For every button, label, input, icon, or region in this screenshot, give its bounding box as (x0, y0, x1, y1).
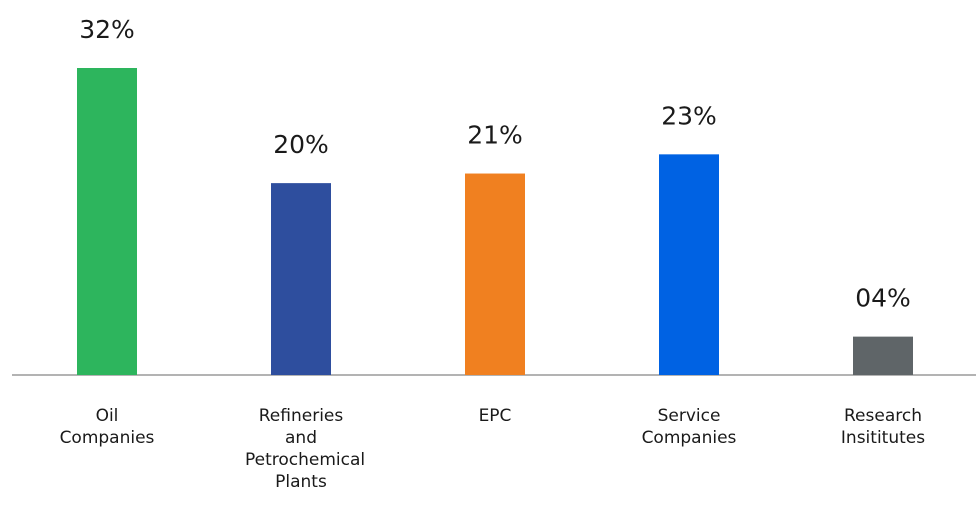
category-label: Refineries and Petrochemical Plants (245, 406, 366, 492)
category-label: Service Companies (641, 406, 737, 448)
bar (271, 183, 331, 375)
value-label: 21% (467, 121, 523, 150)
category-label: Oil Companies (59, 406, 155, 448)
value-label: 32% (79, 15, 135, 44)
category-label: Research Insititutes (840, 406, 926, 448)
category-label: EPC (478, 406, 512, 426)
bar (659, 154, 719, 375)
bar (465, 173, 525, 375)
bar (77, 68, 137, 375)
value-label: 04% (855, 284, 911, 313)
value-label: 20% (273, 130, 329, 159)
bar (853, 336, 913, 375)
value-label: 23% (661, 101, 717, 130)
